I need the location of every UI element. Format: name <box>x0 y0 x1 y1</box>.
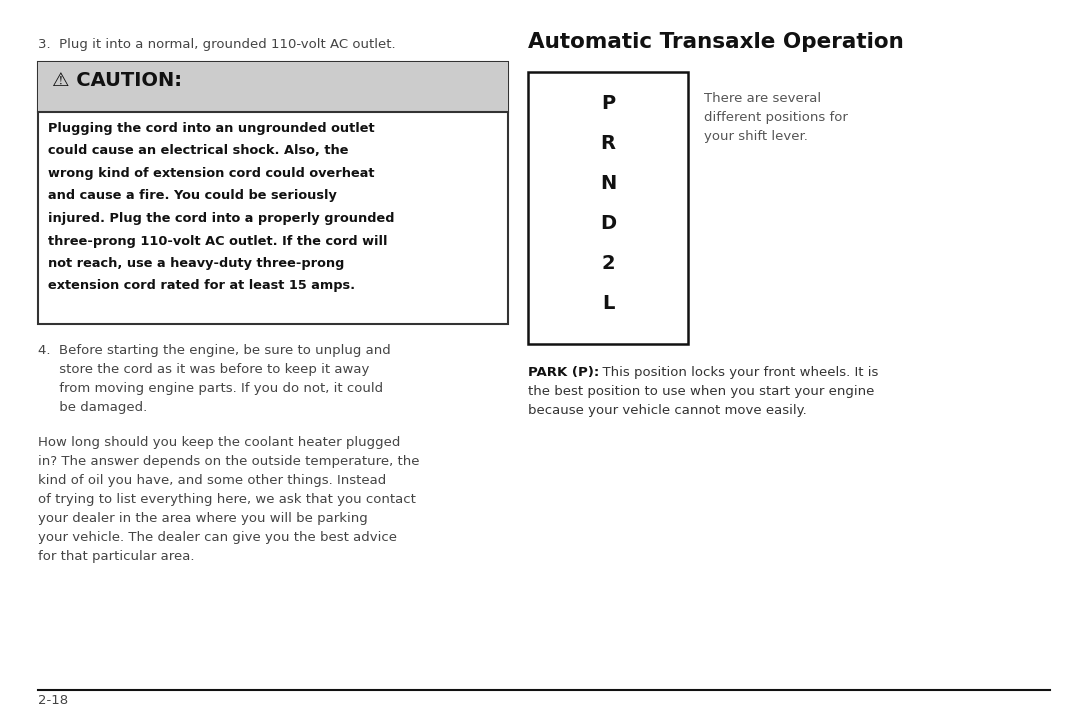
Text: L: L <box>602 294 615 313</box>
Text: of trying to list everything here, we ask that you contact: of trying to list everything here, we as… <box>38 493 416 506</box>
FancyBboxPatch shape <box>38 62 508 112</box>
Text: There are several: There are several <box>704 92 821 105</box>
Text: D: D <box>599 214 616 233</box>
Text: N: N <box>599 174 616 193</box>
Text: Plugging the cord into an ungrounded outlet: Plugging the cord into an ungrounded out… <box>48 122 375 135</box>
Text: This position locks your front wheels. It is: This position locks your front wheels. I… <box>594 366 878 379</box>
Text: be damaged.: be damaged. <box>38 401 147 414</box>
Text: and cause a fire. You could be seriously: and cause a fire. You could be seriously <box>48 189 337 202</box>
Text: different positions for: different positions for <box>704 111 848 124</box>
Text: R: R <box>600 134 616 153</box>
Text: not reach, use a heavy-duty three-prong: not reach, use a heavy-duty three-prong <box>48 257 345 270</box>
Text: wrong kind of extension cord could overheat: wrong kind of extension cord could overh… <box>48 167 375 180</box>
Text: kind of oil you have, and some other things. Instead: kind of oil you have, and some other thi… <box>38 474 387 487</box>
Text: P: P <box>600 94 616 113</box>
FancyBboxPatch shape <box>38 62 508 324</box>
Text: your shift lever.: your shift lever. <box>704 130 808 143</box>
Text: your vehicle. The dealer can give you the best advice: your vehicle. The dealer can give you th… <box>38 531 397 544</box>
Text: ⚠ CAUTION:: ⚠ CAUTION: <box>52 71 183 90</box>
Text: 4.  Before starting the engine, be sure to unplug and: 4. Before starting the engine, be sure t… <box>38 344 391 357</box>
Text: 2-18: 2-18 <box>38 694 68 707</box>
Text: PARK (P):: PARK (P): <box>528 366 599 379</box>
Text: extension cord rated for at least 15 amps.: extension cord rated for at least 15 amp… <box>48 279 355 292</box>
FancyBboxPatch shape <box>528 72 688 344</box>
Text: from moving engine parts. If you do not, it could: from moving engine parts. If you do not,… <box>38 382 383 395</box>
Text: three-prong 110-volt AC outlet. If the cord will: three-prong 110-volt AC outlet. If the c… <box>48 235 388 248</box>
Text: injured. Plug the cord into a properly grounded: injured. Plug the cord into a properly g… <box>48 212 394 225</box>
Text: your dealer in the area where you will be parking: your dealer in the area where you will b… <box>38 512 368 525</box>
Text: Automatic Transaxle Operation: Automatic Transaxle Operation <box>528 32 904 52</box>
Text: 3.  Plug it into a normal, grounded 110-volt AC outlet.: 3. Plug it into a normal, grounded 110-v… <box>38 38 395 51</box>
Text: for that particular area.: for that particular area. <box>38 550 194 563</box>
Text: in? The answer depends on the outside temperature, the: in? The answer depends on the outside te… <box>38 455 419 468</box>
Text: the best position to use when you start your engine: the best position to use when you start … <box>528 385 875 398</box>
Text: could cause an electrical shock. Also, the: could cause an electrical shock. Also, t… <box>48 145 349 158</box>
Text: How long should you keep the coolant heater plugged: How long should you keep the coolant hea… <box>38 436 401 449</box>
Text: store the cord as it was before to keep it away: store the cord as it was before to keep … <box>38 363 369 376</box>
Text: because your vehicle cannot move easily.: because your vehicle cannot move easily. <box>528 404 807 417</box>
Text: 2: 2 <box>602 254 615 273</box>
